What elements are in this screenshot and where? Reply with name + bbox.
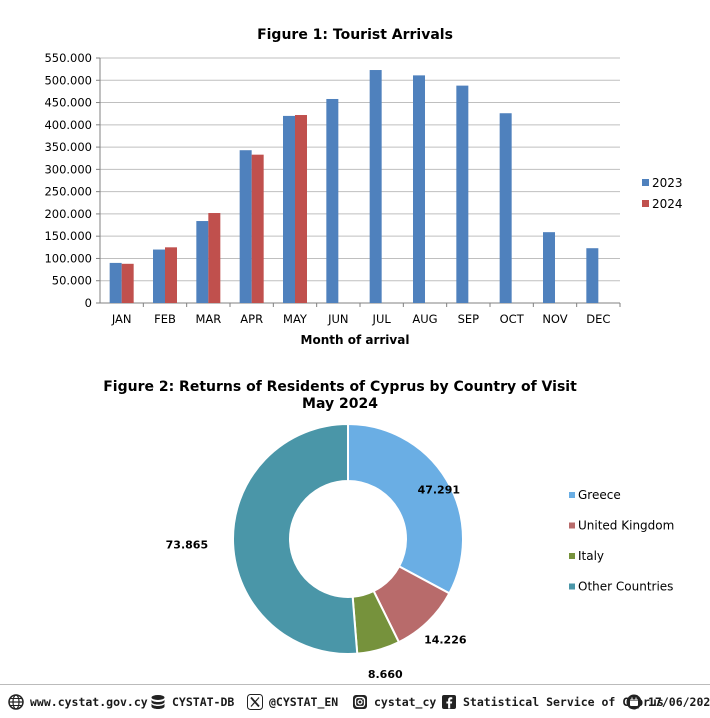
footer-db-text: CYSTAT-DB [172,695,235,709]
donut-slice-other-countries [232,422,359,655]
footer-db[interactable]: CYSTAT-DB [150,694,234,710]
y-tick-label: 200.000 [44,207,92,221]
y-tick-label: 250.000 [44,185,92,199]
x-tick-label: JAN [111,312,132,326]
x-tick-label: DEC [586,312,610,326]
x-tick-label: NOV [542,312,567,326]
bar-2023-MAR [196,221,209,303]
data-label: 14.226 [424,634,467,647]
legend-swatch [569,522,575,529]
y-tick-label: 50.000 [52,274,92,288]
x-tick-label: JUN [327,312,348,326]
legend-label: 2023 [652,176,683,190]
globe-icon [8,694,24,710]
bar-2024-JAN [121,263,134,303]
legend-label: Greece [578,488,621,502]
calendar-icon [626,694,642,710]
tourist-arrivals-chart: Figure 1: Tourist Arrivals 0 50.000 100.000… [44,27,683,347]
footer-date: 17/06/2024 [626,694,710,710]
bar-2023-JUN [326,98,339,304]
y-tick-label: 450.000 [44,96,92,110]
legend-swatch [642,200,649,207]
x-tick-label: JUL [372,312,392,326]
x-tick-label: SEP [458,312,480,326]
legend-swatch [642,179,649,186]
footer-twitter[interactable]: @CYSTAT_EN [247,694,338,710]
x-tick-label: FEB [154,312,176,326]
bar-2023-FEB [153,249,165,303]
bar-2023-NOV [543,232,555,303]
returns-donut-chart: Figure 2: Returns of Residents of Cyprus… [103,379,674,681]
x-tick-label: MAY [283,312,308,326]
footer-bar: www.cystat.gov.cy CYSTAT-DB @CYSTAT_EN c… [0,684,710,718]
legend-label: United Kingdom [578,519,674,533]
bar-2023-DEC [586,248,599,303]
footer-website[interactable]: www.cystat.gov.cy [8,694,148,710]
x-axis-label: Month of arrival [301,333,410,347]
bar-2023-JUL [369,70,382,303]
data-label: 8.660 [368,668,403,681]
footer-facebook[interactable]: Statistical Service of Cyprus [441,694,664,710]
legend-label: Other Countries [578,580,673,594]
footer-twitter-text: @CYSTAT_EN [269,695,339,709]
bar-2024-APR [251,154,264,303]
y-tick-label: 350.000 [44,140,92,154]
chart-title: Figure 2: Returns of Residents of Cyprus… [103,379,577,395]
footer-website-text: www.cystat.gov.cy [30,695,148,709]
legend-swatch [569,492,575,498]
bar-2024-MAY [295,115,307,303]
y-tick-label: 100.000 [44,251,92,265]
x-tick-label: APR [240,312,263,326]
bar-2024-MAR [208,213,221,303]
bar-2024-FEB [165,247,177,303]
y-tick-label: 400.000 [44,118,92,132]
legend-swatch [569,553,575,559]
database-icon [151,695,165,709]
bar-2023-JAN [109,262,122,303]
y-tick-label: 500.000 [44,73,92,87]
x-tick-label: AUG [412,312,437,326]
data-label: 47.291 [418,483,460,496]
chart-title: Figure 1: Tourist Arrivals [257,27,453,43]
footer-date-text: 17/06/2024 [648,695,710,709]
x-tick-label: OCT [500,312,525,326]
footer-instagram-text: cystat_cy [374,695,437,709]
bar-2023-SEP [456,85,469,303]
legend-swatch [569,583,575,590]
donut-slice-greece [347,422,464,595]
data-label: 73.865 [166,539,208,552]
y-tick-label: 0 [85,296,92,310]
bar-2023-APR [239,150,252,303]
y-tick-label: 150.000 [44,229,92,243]
legend-label: Italy [578,549,604,563]
x-tick-label: MAR [195,312,221,326]
bar-2023-AUG [413,75,425,303]
bar-2023-MAY [283,115,295,303]
y-tick-label: 300.000 [44,162,92,176]
instagram-icon [353,695,367,709]
footer-facebook-text: Statistical Service of Cyprus [463,695,664,709]
facebook-icon [442,695,456,709]
y-tick-label: 550.000 [44,51,92,65]
legend-label: 2024 [652,197,683,211]
footer-instagram[interactable]: cystat_cy [352,694,436,710]
x-twitter-icon [247,694,263,710]
chart-subtitle: May 2024 [302,396,378,412]
bar-2023-OCT [499,113,512,304]
